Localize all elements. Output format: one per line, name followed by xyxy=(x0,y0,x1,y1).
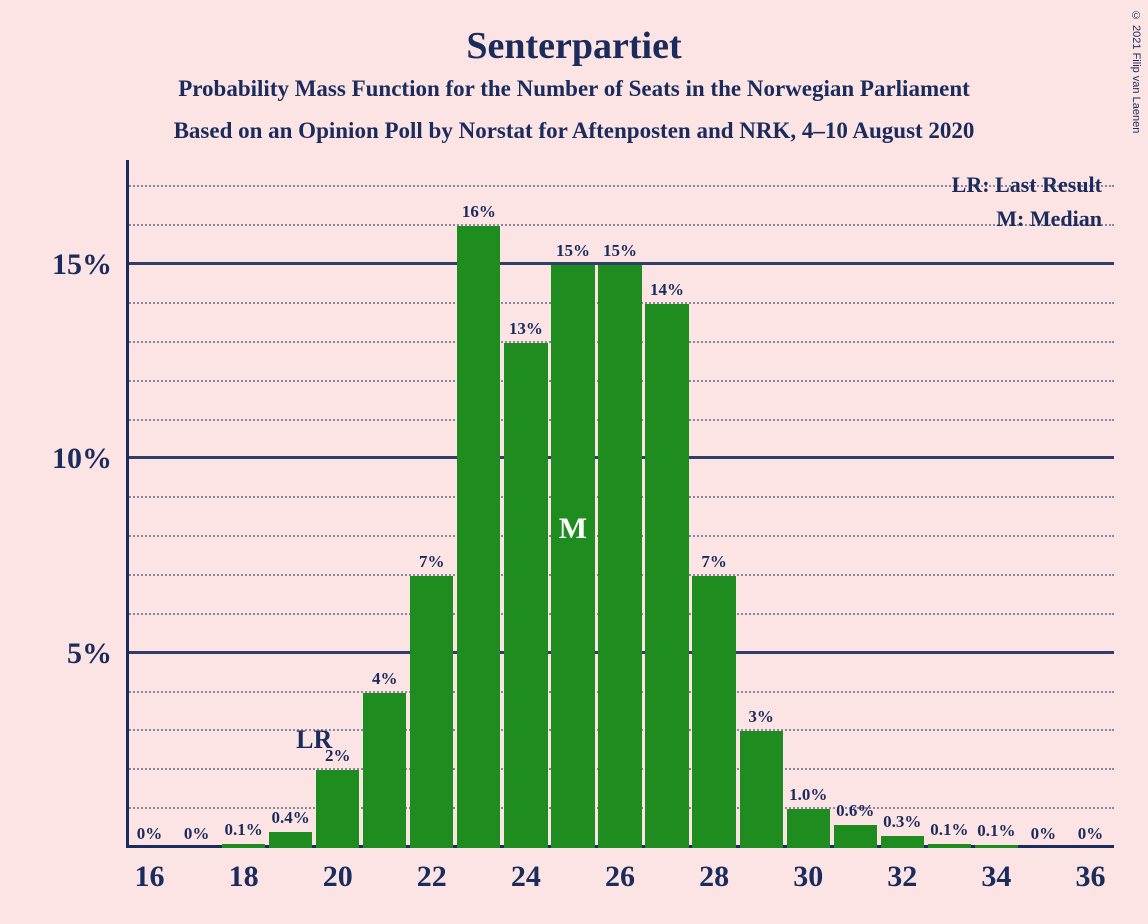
bar-value-label: 3% xyxy=(748,707,774,731)
bar: 0.4% xyxy=(269,832,312,848)
bar-value-label: 1.0% xyxy=(789,785,827,809)
bar-value-label: 0% xyxy=(1078,824,1104,848)
bar-value-label: 0.1% xyxy=(930,820,968,844)
bar-value-label: 0.1% xyxy=(224,820,262,844)
bar: 3% xyxy=(740,731,783,848)
bar: 13% xyxy=(504,343,547,848)
y-axis xyxy=(126,160,129,848)
x-tick-label: 30 xyxy=(793,848,823,894)
chart-subtitle-1: Probability Mass Function for the Number… xyxy=(0,76,1148,102)
bar: 4% xyxy=(363,693,406,848)
bar: 15% xyxy=(598,265,641,848)
bar: 7% xyxy=(410,576,453,848)
x-tick-label: 22 xyxy=(417,848,447,894)
y-tick-label: 5% xyxy=(67,637,126,671)
chart-title: Senterpartiet xyxy=(0,24,1148,68)
bar-value-label: 15% xyxy=(556,241,590,265)
bar: 15% xyxy=(551,265,594,848)
y-tick-label: 15% xyxy=(52,248,126,282)
chart-container: Senterpartiet Probability Mass Function … xyxy=(0,0,1148,924)
bar-value-label: 7% xyxy=(419,552,445,576)
bar-value-label: 0.4% xyxy=(272,808,310,832)
x-tick-label: 32 xyxy=(887,848,917,894)
x-tick-label: 28 xyxy=(699,848,729,894)
bar-value-label: 15% xyxy=(603,241,637,265)
y-tick-label: 10% xyxy=(52,442,126,476)
x-tick-label: 24 xyxy=(511,848,541,894)
bar: 1.0% xyxy=(787,809,830,848)
bar: 14% xyxy=(645,304,688,848)
last-result-marker: LR xyxy=(296,725,332,755)
bar: 2% xyxy=(316,770,359,848)
bar: 7% xyxy=(692,576,735,848)
bar-value-label: 13% xyxy=(509,319,543,343)
x-tick-label: 36 xyxy=(1075,848,1105,894)
bar: 16% xyxy=(457,226,500,848)
x-tick-label: 20 xyxy=(323,848,353,894)
x-tick-label: 26 xyxy=(605,848,635,894)
bar: 0.3% xyxy=(881,836,924,848)
copyright-text: © 2021 Filip van Laenen xyxy=(1130,10,1142,133)
bar-value-label: 0.3% xyxy=(883,812,921,836)
legend-median: M: Median xyxy=(996,206,1102,232)
bar-value-label: 0.1% xyxy=(977,821,1015,845)
x-tick-label: 18 xyxy=(229,848,259,894)
bar-value-label: 16% xyxy=(462,202,496,226)
bar: 0.1% xyxy=(222,844,265,848)
bar: 0.1% xyxy=(975,845,1018,848)
bar-value-label: 7% xyxy=(701,552,727,576)
x-tick-label: 34 xyxy=(981,848,1011,894)
bar-value-label: 0% xyxy=(1031,824,1057,848)
chart-subtitle-2: Based on an Opinion Poll by Norstat for … xyxy=(0,118,1148,144)
x-tick-label: 16 xyxy=(135,848,165,894)
bar-value-label: 0.6% xyxy=(836,801,874,825)
bar-value-label: 14% xyxy=(650,280,684,304)
bar: 0.6% xyxy=(834,825,877,848)
plot-area: LR: Last Result M: Median 5%10%15%161820… xyxy=(126,168,1114,848)
gridline-minor xyxy=(126,224,1114,226)
median-marker: M xyxy=(559,512,587,546)
gridline-minor xyxy=(126,185,1114,187)
bar-value-label: 4% xyxy=(372,669,398,693)
bar-value-label: 0% xyxy=(137,824,163,848)
bar: 0.1% xyxy=(928,844,971,848)
bar-value-label: 0% xyxy=(184,824,210,848)
